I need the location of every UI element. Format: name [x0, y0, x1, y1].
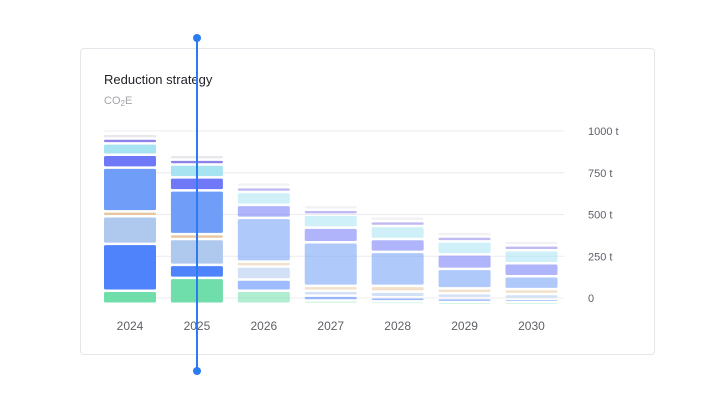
bar-segment[interactable]: [304, 292, 357, 295]
bar-segment[interactable]: [505, 246, 558, 250]
chart-subtitle: CO2E: [104, 95, 132, 108]
y-tick-label: 500 t: [588, 210, 612, 222]
bar-segment[interactable]: [304, 228, 357, 241]
bar-segment[interactable]: [237, 280, 290, 290]
x-tick-label: 2028: [384, 319, 411, 333]
x-tick-label: 2027: [317, 319, 344, 333]
bar-segment[interactable]: [104, 139, 156, 143]
bar-segment[interactable]: [371, 292, 424, 297]
bar-segment[interactable]: [237, 193, 290, 204]
y-tick-label: 750 t: [588, 168, 612, 180]
bar-segment[interactable]: [505, 264, 558, 275]
cursor-handle-top[interactable]: [193, 34, 201, 42]
bar-segment[interactable]: [104, 155, 156, 167]
cursor-handle-bottom[interactable]: [193, 367, 201, 375]
x-tick-label: 2030: [518, 319, 545, 333]
y-tick-label: 0: [588, 293, 594, 305]
subtitle-subscript: 2: [120, 99, 125, 108]
subtitle-tail: E: [124, 95, 133, 107]
bar-segment[interactable]: [371, 298, 424, 301]
bar-segment[interactable]: [104, 217, 156, 243]
bar-segment[interactable]: [438, 237, 491, 241]
bar-segment[interactable]: [505, 290, 558, 293]
bar-segment[interactable]: [104, 292, 156, 303]
bar-segment[interactable]: [371, 253, 424, 285]
bar-segment[interactable]: [104, 245, 156, 290]
bar-segment[interactable]: [438, 303, 491, 304]
y-tick-label: 1000 t: [588, 126, 619, 138]
bar-segment[interactable]: [104, 144, 156, 154]
bar-segment[interactable]: [505, 277, 558, 288]
bar-segment[interactable]: [371, 240, 424, 251]
y-tick-label: 250 t: [588, 251, 612, 263]
bar-segment[interactable]: [371, 227, 424, 238]
bar-segment[interactable]: [304, 206, 357, 209]
bar-segment[interactable]: [237, 183, 290, 186]
bar-segment[interactable]: [304, 215, 357, 227]
bar-segment[interactable]: [438, 289, 491, 292]
bar-segment[interactable]: [505, 295, 558, 298]
bar-segment[interactable]: [237, 267, 290, 279]
bar-segment[interactable]: [237, 206, 290, 217]
bar-segment[interactable]: [371, 302, 424, 304]
bar-segment[interactable]: [104, 212, 156, 216]
bar-segment[interactable]: [438, 294, 491, 297]
bar-segment[interactable]: [237, 262, 290, 266]
bar-segment[interactable]: [438, 242, 491, 254]
bar-segment[interactable]: [304, 301, 357, 303]
bar-segment[interactable]: [237, 219, 290, 261]
bar-segment[interactable]: [505, 303, 558, 304]
bar-segment[interactable]: [438, 232, 491, 236]
x-tick-label: 2026: [250, 319, 277, 333]
bar-segment[interactable]: [505, 251, 558, 263]
bar-segment[interactable]: [304, 243, 357, 285]
bar-segment[interactable]: [371, 217, 424, 220]
x-tick-label: 2024: [117, 319, 144, 333]
bar-segment[interactable]: [237, 292, 290, 303]
bar-segment[interactable]: [438, 299, 491, 301]
subtitle-main: CO: [104, 95, 121, 107]
bar-segment[interactable]: [438, 270, 491, 288]
bar-segment[interactable]: [505, 300, 558, 301]
bar-segment[interactable]: [371, 287, 424, 291]
bar-segment[interactable]: [304, 287, 357, 290]
bar-segment[interactable]: [304, 296, 357, 300]
chart-title: Reduction strategy: [104, 72, 213, 87]
x-tick-label: 2029: [451, 319, 478, 333]
bar-segment[interactable]: [104, 168, 156, 211]
bar-segment[interactable]: [104, 134, 156, 138]
bar-segment[interactable]: [438, 255, 491, 268]
bar-segment[interactable]: [505, 241, 558, 245]
bar-segment[interactable]: [237, 188, 290, 191]
bar-segment[interactable]: [304, 211, 357, 214]
bar-segment[interactable]: [371, 222, 424, 225]
